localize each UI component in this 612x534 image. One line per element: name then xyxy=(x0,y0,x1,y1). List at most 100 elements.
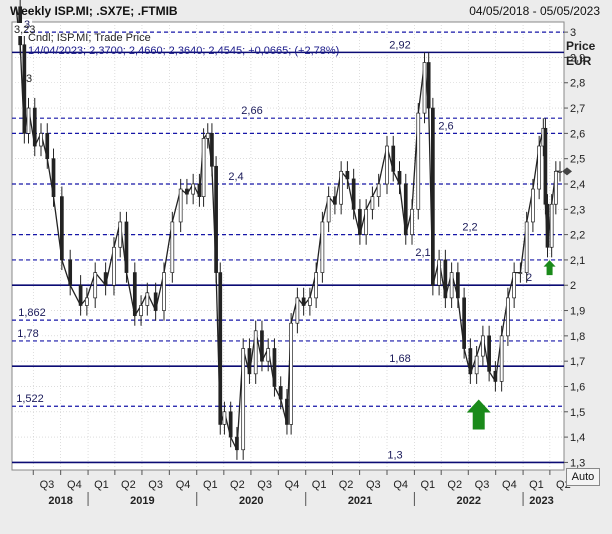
level-label-bg xyxy=(21,19,33,31)
candle-body xyxy=(351,178,356,210)
y-tick-label: 1,4 xyxy=(570,432,585,444)
last-price-marker xyxy=(562,167,572,176)
legend-line-1: Cndl; ISP.MI; Trade Price xyxy=(28,32,151,44)
candle-body xyxy=(481,335,485,357)
candle-body xyxy=(266,348,271,362)
y-tick-label: 2,9 xyxy=(570,52,585,64)
candle-body xyxy=(545,203,550,248)
y-tick-label: 2,5 xyxy=(570,154,585,166)
candle-body xyxy=(201,138,206,197)
level-label: 2,6 xyxy=(438,120,453,132)
candle-body xyxy=(443,259,448,299)
level-label: 1,862 xyxy=(18,307,46,319)
level-label: 1,522 xyxy=(16,393,44,405)
level-label: 2,66 xyxy=(241,105,262,117)
x-tick-label: Q4 xyxy=(67,479,82,491)
level-label-bg xyxy=(14,307,50,319)
level-label-bg xyxy=(523,272,535,284)
candle-body xyxy=(235,436,239,451)
candle-body xyxy=(260,330,264,362)
candle-body xyxy=(185,188,189,195)
up-arrow-icon xyxy=(466,399,491,430)
x-year-label: 2021 xyxy=(348,495,372,507)
candle-body xyxy=(431,107,435,286)
level-label-bg xyxy=(411,246,435,258)
candle-body xyxy=(456,272,460,299)
candle-body xyxy=(370,196,375,210)
up-arrow-icon xyxy=(543,260,556,276)
candle-body xyxy=(449,272,454,299)
candle-body xyxy=(132,272,137,316)
candle-body xyxy=(253,330,258,375)
x-year-label: 2019 xyxy=(130,495,154,507)
candle-body xyxy=(51,158,56,197)
candle-body xyxy=(228,411,233,438)
candle-body xyxy=(60,196,64,261)
candle-body xyxy=(320,221,325,273)
x-tick-label: Q2 xyxy=(121,479,136,491)
candle-body xyxy=(518,272,523,274)
x-tick-label: Q2 xyxy=(447,479,462,491)
auto-scale-button[interactable]: Auto xyxy=(566,468,600,486)
candle-body xyxy=(197,183,202,197)
candle-body xyxy=(139,305,143,316)
x-tick-label: Q1 xyxy=(94,479,109,491)
candle-body xyxy=(118,221,123,248)
x-year-label: 2020 xyxy=(239,495,263,507)
candle-body xyxy=(178,188,183,223)
candle-body xyxy=(537,145,542,190)
candle-body xyxy=(39,133,43,147)
y-tick-label: 2 xyxy=(570,280,576,292)
axis-title-price: Price xyxy=(566,39,596,53)
candle-body xyxy=(103,272,108,286)
candle-body xyxy=(170,221,175,273)
candle-body xyxy=(295,297,300,324)
level-label: 1,68 xyxy=(389,353,410,365)
candle-body xyxy=(474,355,479,375)
candle-body xyxy=(278,386,283,400)
candle-body xyxy=(543,127,548,205)
date-range: 04/05/2018 - 05/05/2023 xyxy=(469,4,600,18)
candle-body xyxy=(218,272,223,425)
legend-small-3: 3 xyxy=(26,73,32,85)
candle-body xyxy=(333,196,337,205)
candle-body xyxy=(391,145,396,172)
candle-body xyxy=(112,246,116,286)
candle-body xyxy=(301,297,306,306)
y-tick-label: 2,2 xyxy=(570,230,585,242)
candle-body xyxy=(93,272,98,299)
candle-body xyxy=(524,221,529,273)
candle-body xyxy=(468,348,473,375)
y-tick-label: 1,7 xyxy=(570,356,585,368)
candle-body xyxy=(345,170,350,180)
candle-body xyxy=(26,107,31,134)
y-tick-label: 1,8 xyxy=(570,331,585,343)
level-label: 2,2 xyxy=(462,222,477,234)
candle-body xyxy=(124,221,129,273)
candle-body xyxy=(493,370,498,382)
candle-body xyxy=(364,208,369,235)
y-tick-label: 2,4 xyxy=(570,179,585,191)
candle-body xyxy=(308,297,312,306)
y-tick-label: 1,5 xyxy=(570,407,585,419)
x-tick-label: Q1 xyxy=(420,479,435,491)
candle-body xyxy=(289,322,293,425)
candle-body xyxy=(549,203,554,248)
candle-body xyxy=(358,208,362,235)
candle-body xyxy=(506,297,510,337)
y-tick-label: 1,3 xyxy=(570,457,585,469)
legend-line-2: 14/04/2023; 2,3700; 2,4660; 2,3640; 2,45… xyxy=(28,45,339,57)
x-tick-label: Q4 xyxy=(285,479,300,491)
candle-body xyxy=(558,170,562,173)
y-tick-label: 1,9 xyxy=(570,306,585,318)
x-tick-label: Q2 xyxy=(230,479,245,491)
x-tick-label: Q3 xyxy=(40,479,55,491)
level-label: 2 xyxy=(526,272,532,284)
legend-top-value-bg xyxy=(13,23,25,36)
candle-body xyxy=(531,188,535,223)
x-tick-label: Q3 xyxy=(366,479,381,491)
x-tick-label: Q1 xyxy=(312,479,327,491)
level-label-bg xyxy=(237,105,267,117)
candle-body xyxy=(416,112,421,210)
